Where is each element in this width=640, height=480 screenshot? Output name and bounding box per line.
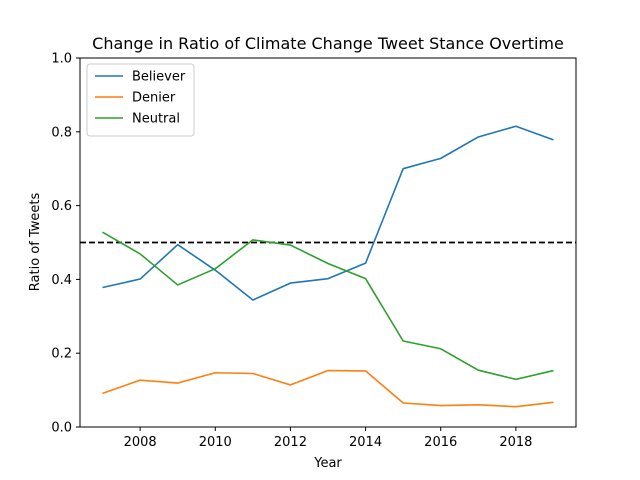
y-tick-label: 0.2 [51,347,72,362]
x-axis-title: Year [313,456,342,471]
legend-label-denier: Denier [132,91,176,106]
y-tick-label: 0.0 [51,421,72,436]
series-line-denier [102,369,554,408]
y-tick-label: 0.8 [51,125,72,140]
plot-area [80,125,576,408]
legend-label-neutral: Neutral [132,112,180,127]
y-axis-title: Ratio of Tweets [28,193,43,292]
series-line-neutral [102,231,554,381]
plot-frame [79,57,577,428]
y-tick-label: 0.4 [51,273,72,288]
legend: Believer Denier Neutral [86,63,195,137]
x-tick-label: 2008 [124,435,157,450]
x-tick-label: 2016 [424,435,457,450]
x-tick-label: 2012 [274,435,307,450]
series-line-believer [102,125,554,301]
axes: 2008 2010 2012 2014 2016 2018 0.0 0.2 0.4 0.6 0.8 1… [51,52,577,450]
y-tick-label: 0.6 [51,199,72,214]
x-tick-label: 2018 [499,435,532,450]
x-tick-label: 2014 [349,435,382,450]
y-tick-label: 1.0 [51,52,72,67]
chart-title: Change in Ratio of Climate Change Tweet … [92,34,564,53]
legend-label-believer: Believer [132,70,186,85]
x-tick-label: 2010 [199,435,232,450]
